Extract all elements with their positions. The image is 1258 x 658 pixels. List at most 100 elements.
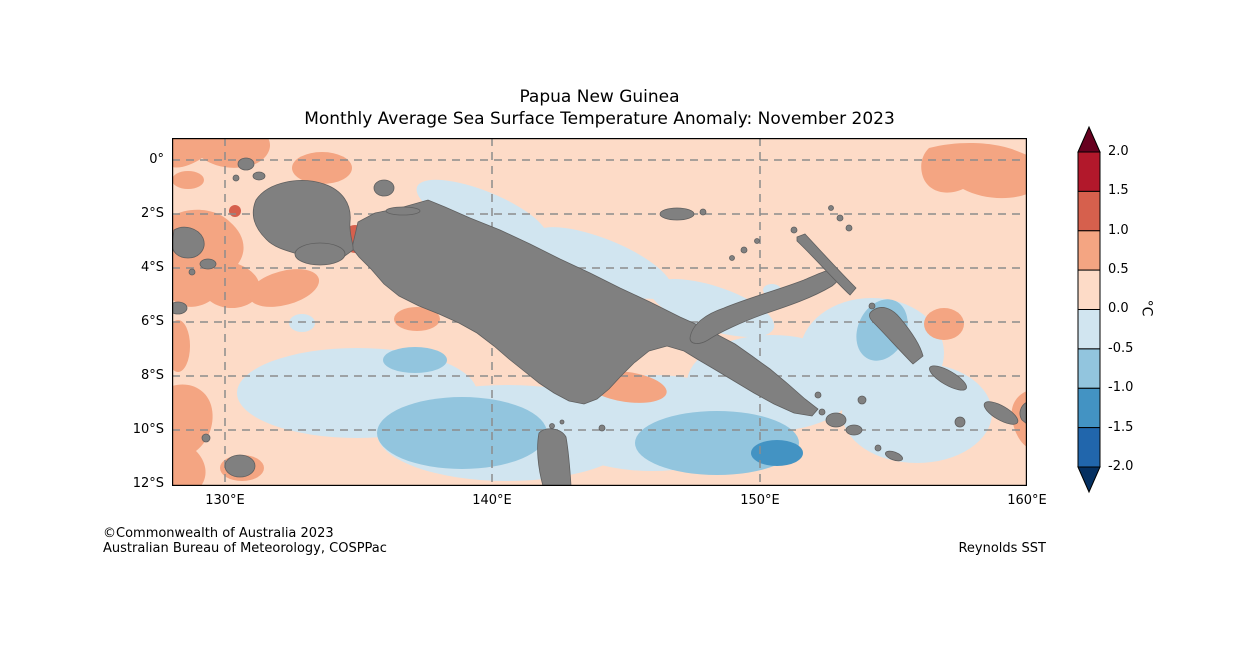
- colorbar-tick-label: 1.0: [1108, 223, 1129, 238]
- island: [868, 302, 876, 310]
- copyright-text: ©Commonwealth of Australia 2023: [103, 526, 334, 541]
- island: [836, 214, 844, 222]
- manus-island: [659, 207, 695, 221]
- plot-border: [172, 138, 1027, 486]
- island: [199, 258, 217, 270]
- colorbar-segment: [1077, 190, 1101, 232]
- lon-tick-label: 160°E: [1007, 493, 1047, 508]
- southeast-sea-blob: [842, 363, 992, 463]
- chart-title: Papua New Guinea: [519, 87, 680, 107]
- warm-patch-bottom-left: [172, 384, 213, 486]
- main-island-new-guinea: [351, 199, 819, 417]
- colorbar-segment: [1077, 151, 1101, 192]
- yapen-island: [385, 206, 421, 216]
- lat-tick-label: 2°S: [140, 206, 164, 221]
- birds-head-peninsula: [252, 180, 354, 259]
- chart-title-block: Papua New Guinea Monthly Average Sea Sur…: [172, 86, 1027, 130]
- colorbar-segment: [1077, 427, 1101, 468]
- lon-tick-label: 140°E: [472, 493, 512, 508]
- colorbar-segment: [1077, 309, 1101, 350]
- lat-tick-label: 8°S: [140, 368, 164, 383]
- cape-york-peninsula: [537, 428, 572, 486]
- warm-patch: [172, 320, 190, 372]
- colorbar-segment: [1077, 230, 1101, 271]
- warm-patch: [292, 152, 352, 184]
- island: [188, 268, 196, 276]
- island-right-edge: [1019, 401, 1027, 425]
- island: [201, 433, 211, 443]
- warm-patch: [924, 308, 964, 340]
- chart-subtitle: Monthly Average Sea Surface Temperature …: [304, 109, 895, 129]
- dentrecasteaux-islands: [825, 412, 847, 428]
- island: [549, 423, 555, 429]
- colorbar-unit-label: °C: [1138, 299, 1155, 317]
- island: [845, 224, 853, 232]
- island: [754, 238, 760, 244]
- lat-tick-label: 12°S: [132, 476, 164, 491]
- coolest-patch: [751, 440, 803, 466]
- island: [954, 416, 966, 428]
- colorbar-tick-label: -1.5: [1108, 420, 1134, 435]
- lon-tick-label: 130°E: [205, 493, 245, 508]
- island: [729, 255, 735, 261]
- colorbar-segment: [1077, 348, 1101, 389]
- colorbar-tick-label: 2.0: [1108, 144, 1129, 159]
- island: [828, 205, 834, 211]
- colorbar-under-arrow: [1077, 466, 1101, 494]
- island: [874, 444, 882, 452]
- colorbar-tick-label: -1.0: [1108, 380, 1134, 395]
- louisiade-archipelago: [885, 450, 903, 462]
- island: [559, 419, 565, 425]
- lat-tick-label: 0°: [149, 152, 164, 167]
- woodlark-island: [857, 395, 867, 405]
- island: [790, 226, 798, 234]
- data-source-text: Reynolds SST: [958, 541, 1046, 556]
- island: [598, 424, 606, 432]
- colorbar-tick-label: 0.5: [1108, 262, 1129, 277]
- warm-patch-top-right: [921, 142, 1027, 199]
- trobriand-islands: [814, 391, 822, 399]
- new-ireland-island: [796, 233, 857, 296]
- choiseul-island: [929, 365, 967, 391]
- santa-isabel-island: [983, 401, 1019, 425]
- biak-island: [373, 179, 395, 197]
- aru-islands: [224, 454, 256, 478]
- small-contour-ring: [289, 314, 315, 332]
- colorbar-tick-label: 1.5: [1108, 183, 1129, 198]
- cool-patch: [377, 397, 547, 469]
- colorbar-over-arrow: [1077, 125, 1101, 153]
- north-coast-band: [531, 227, 673, 299]
- warm-patch: [394, 307, 440, 331]
- lat-tick-label: 4°S: [140, 260, 164, 275]
- warm-patch: [172, 171, 204, 189]
- colorbar-tick-label: -2.0: [1108, 459, 1134, 474]
- lat-tick-label: 6°S: [140, 314, 164, 329]
- colorbar-tick-label: 0.0: [1108, 301, 1129, 316]
- colorbar: [1077, 125, 1101, 494]
- bomberai-peninsula: [294, 242, 346, 266]
- colorbar-tick-label: -0.5: [1108, 341, 1134, 356]
- warm-patch: [248, 269, 320, 307]
- island: [740, 246, 748, 254]
- island: [845, 424, 863, 436]
- warmest-patch: [229, 205, 241, 217]
- lon-tick-label: 150°E: [740, 493, 780, 508]
- north-coast-band: [416, 179, 548, 247]
- island: [699, 208, 707, 216]
- bougainville-island: [869, 307, 924, 365]
- lat-tick-label: 10°S: [132, 422, 164, 437]
- cool-patch: [383, 347, 447, 373]
- land-layer: [172, 157, 1027, 486]
- colorbar-segment: [1077, 387, 1101, 429]
- warm-patch-top-left: [172, 138, 271, 168]
- sst-anomaly-map: [172, 138, 1027, 486]
- island: [172, 301, 188, 315]
- halmahera-islands: [172, 226, 205, 259]
- island: [237, 157, 255, 171]
- island: [232, 174, 240, 182]
- colorbar-segment: [1077, 269, 1101, 311]
- organisation-text: Australian Bureau of Meteorology, COSPPa…: [103, 541, 387, 556]
- island: [252, 171, 266, 181]
- island: [818, 408, 826, 416]
